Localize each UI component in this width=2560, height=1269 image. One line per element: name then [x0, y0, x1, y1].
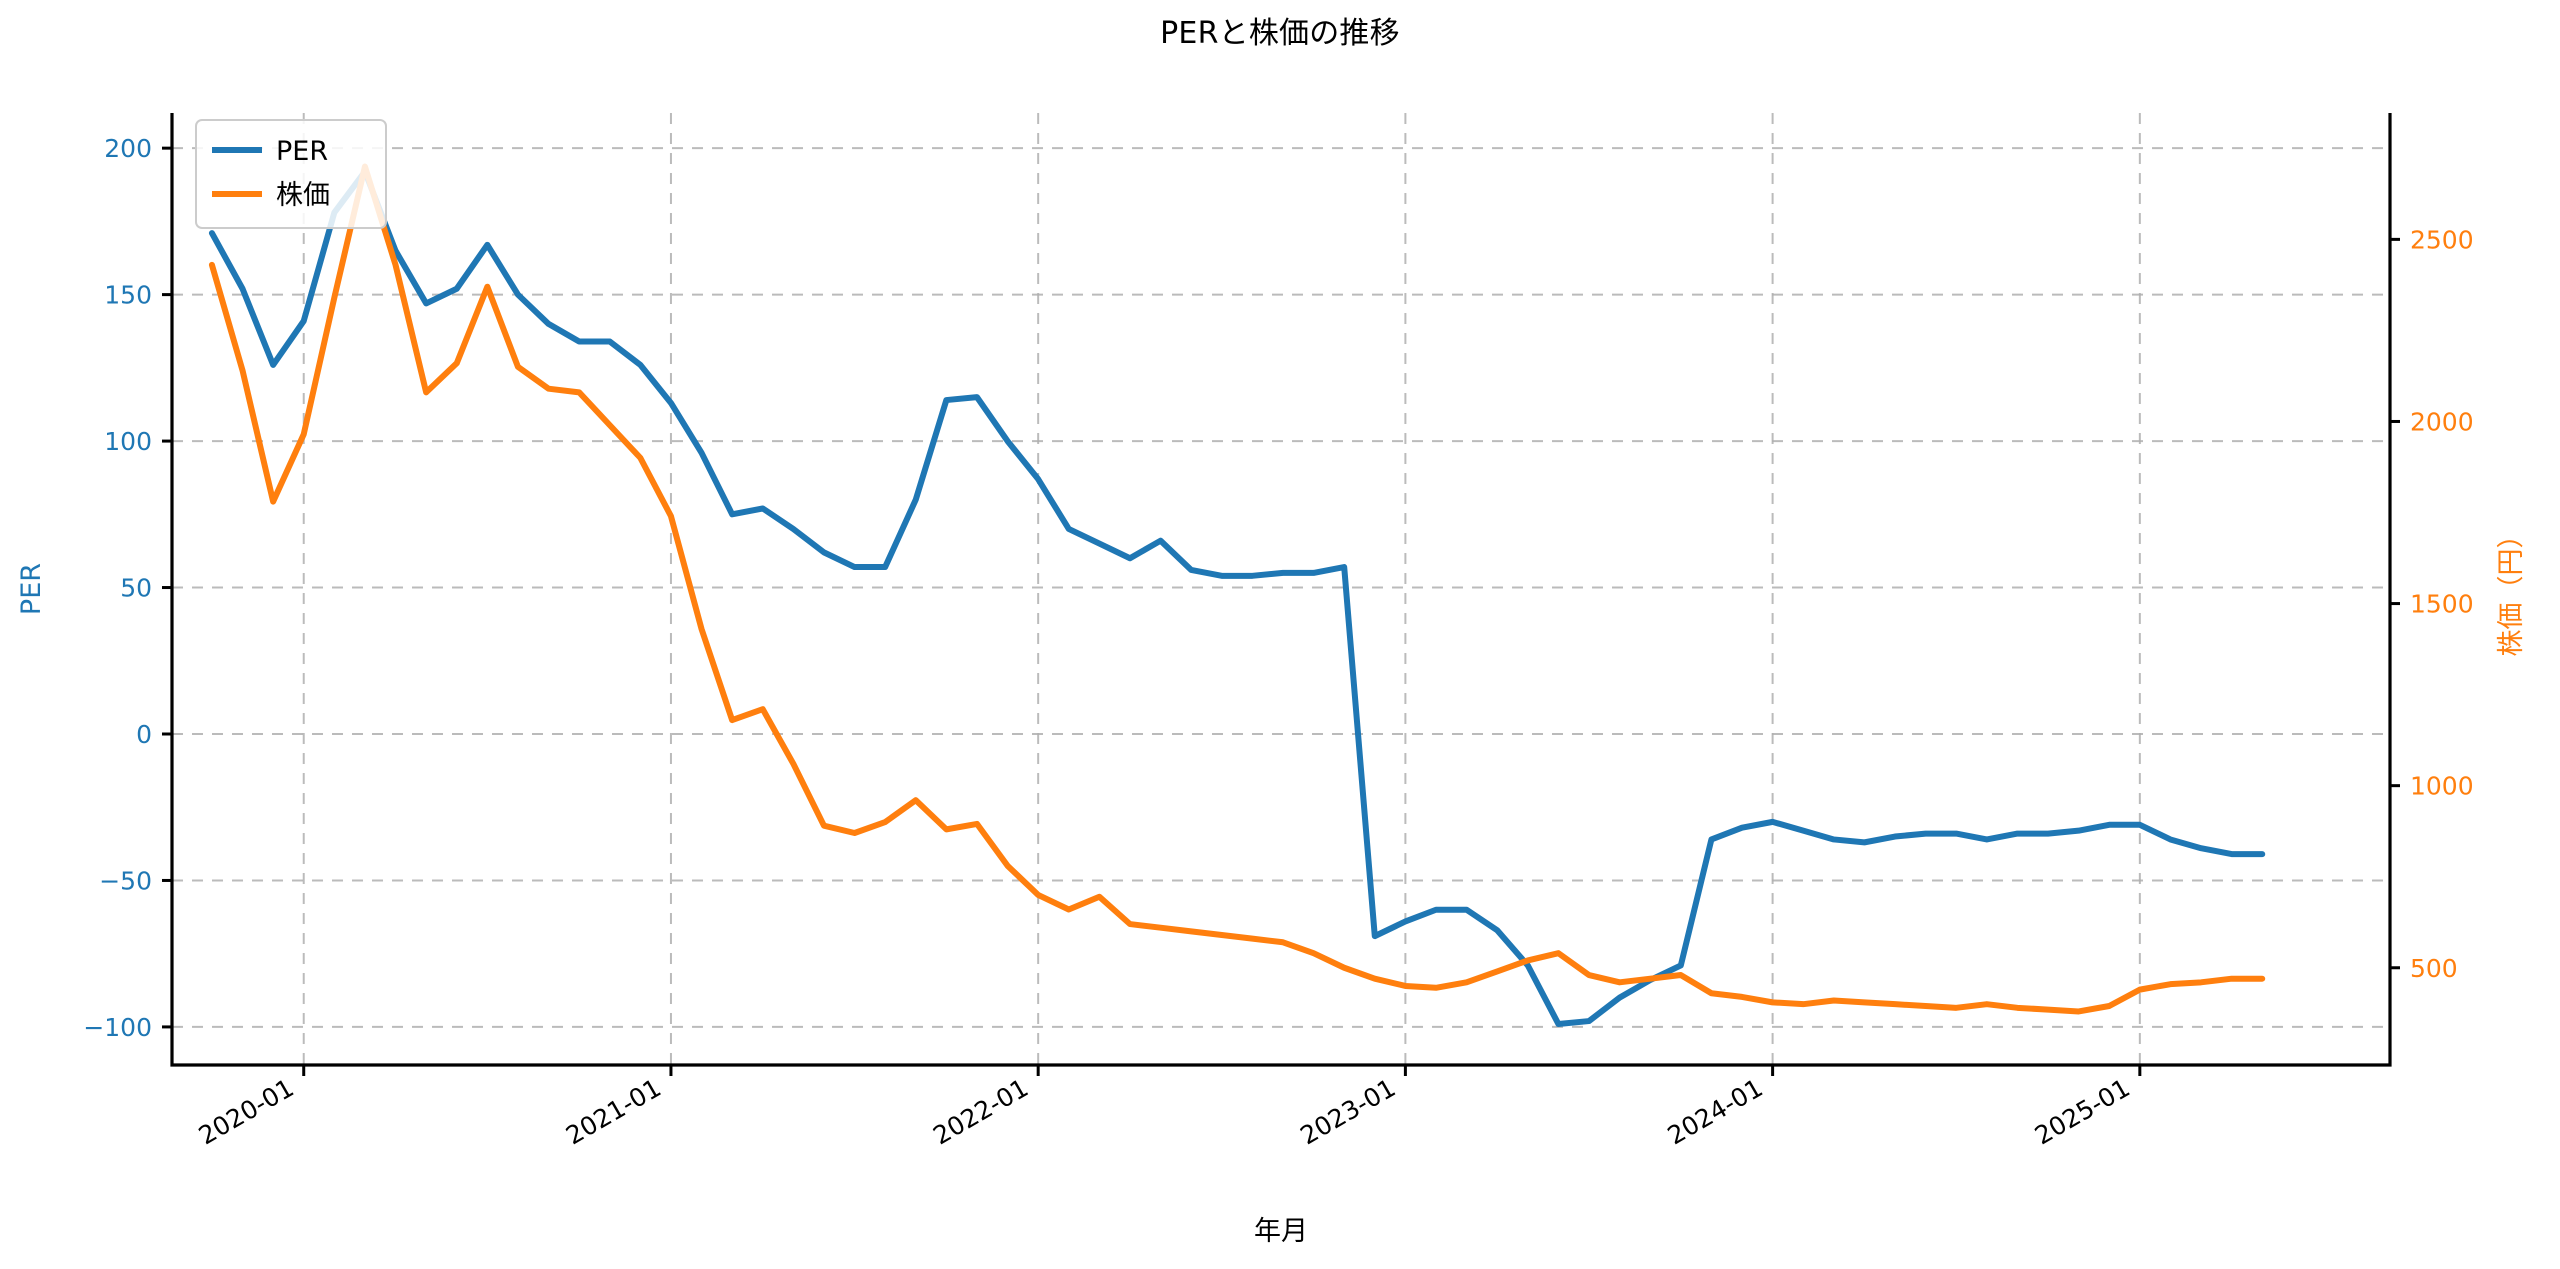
chart-title: PERと株価の推移 [1160, 16, 1400, 51]
y-axis-right-title: 株価（円） [2496, 522, 2527, 657]
x-axis-title: 年月 [1254, 1216, 1308, 1247]
y-axis-left-tick-label: −50 [99, 866, 152, 895]
x-axis-tick-label: 2021-01 [561, 1073, 666, 1150]
y-axis-left-title: PER [16, 563, 47, 615]
x-axis-tick-label: 2020-01 [194, 1073, 299, 1150]
y-axis-left-tick-label: 0 [136, 720, 152, 749]
y-axis-right-tick-label: 2000 [2410, 407, 2474, 436]
y-axis-left-tick-label: 50 [120, 574, 152, 603]
legend-label-price: 株価 [276, 180, 330, 211]
series-line-price [208, 163, 2266, 1015]
y-axis-right-tick-label: 1000 [2410, 772, 2474, 801]
y-axis-left-tick-label: 150 [104, 281, 152, 310]
x-axis-tick-label: 2023-01 [1295, 1073, 1400, 1150]
x-axis-tick-label: 2022-01 [928, 1073, 1033, 1150]
y-axis-right-tick-label: 1500 [2410, 590, 2474, 619]
y-axis-left-tick-label: 100 [104, 427, 152, 456]
axis-frame [170, 113, 2392, 1067]
y-axis-right-tick-label: 2500 [2410, 225, 2474, 254]
series-line-per [208, 168, 2266, 1027]
x-axis-tick-label: 2024-01 [1663, 1073, 1768, 1150]
y-axis-left-tick-label: −100 [83, 1013, 152, 1042]
legend-label-per: PER [276, 136, 328, 167]
y-axis-right-tick-label: 500 [2410, 954, 2458, 983]
x-axis-tick-label: 2025-01 [2030, 1073, 2135, 1150]
y-axis-left-tick-label: 200 [104, 134, 152, 163]
